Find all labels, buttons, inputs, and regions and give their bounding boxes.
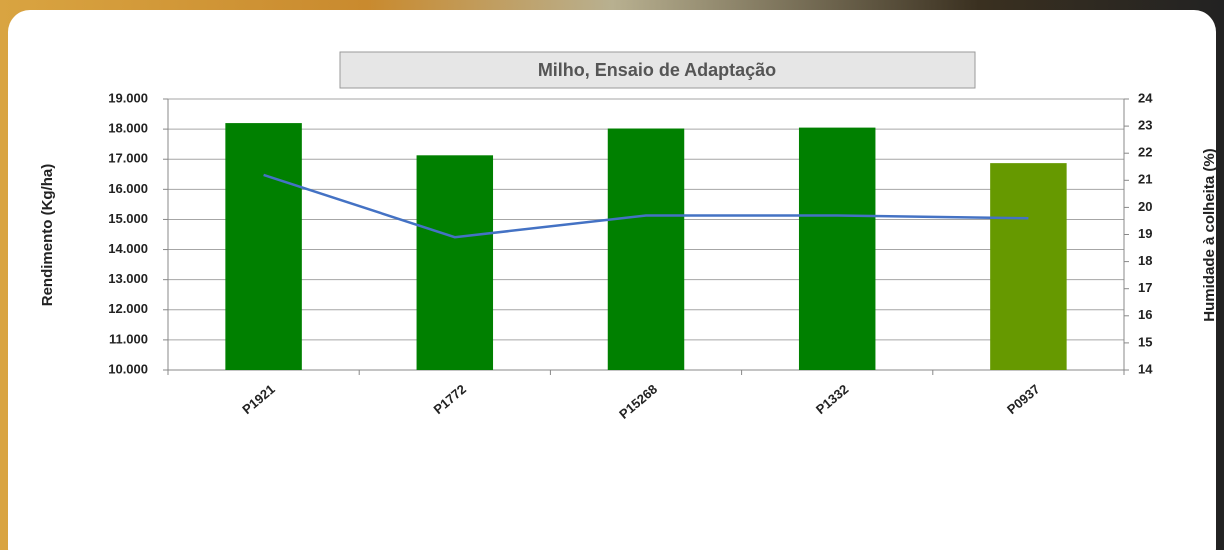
bar	[990, 163, 1067, 370]
y-tick-label: 14.000	[108, 241, 148, 256]
chart-title: Milho, Ensaio de Adaptação	[538, 60, 776, 80]
y2-tick-label: 21	[1138, 172, 1152, 187]
y2-tick-label: 23	[1138, 118, 1152, 133]
y2-tick-label: 22	[1138, 145, 1152, 160]
y2-axis-title: Humidade à colheita (%)	[1201, 148, 1218, 321]
bar	[798, 127, 876, 370]
line	[263, 173, 1029, 239]
y-tick-label: 15.000	[108, 211, 148, 226]
y-tick-label: 11.000	[109, 331, 148, 346]
y-axis-title: Rendimento (Kg/ha)	[39, 164, 56, 307]
y2-tick-label: 24	[1138, 90, 1153, 105]
y-tick-label: 12.000	[108, 301, 148, 316]
y-tick-label: 10.000	[108, 361, 148, 376]
y2-tick-label: 14	[1138, 361, 1153, 376]
bar	[607, 128, 685, 370]
y-tick-label: 19.000	[108, 90, 148, 105]
bar	[416, 155, 494, 370]
y2-tick-label: 19	[1138, 226, 1152, 241]
y2-tick-label: 17	[1138, 280, 1152, 295]
y2-tick-label: 20	[1138, 199, 1152, 214]
y-tick-label: 13.000	[108, 271, 148, 286]
y-tick-label: 16.000	[108, 181, 148, 196]
y2-tick-label: 18	[1138, 253, 1152, 268]
y-tick-label: 18.000	[108, 121, 148, 136]
y2-tick-label: 15	[1138, 334, 1152, 349]
y2-tick-label: 16	[1138, 307, 1152, 322]
y-tick-label: 17.000	[108, 151, 148, 166]
title-box	[339, 51, 976, 89]
bar	[225, 123, 302, 370]
